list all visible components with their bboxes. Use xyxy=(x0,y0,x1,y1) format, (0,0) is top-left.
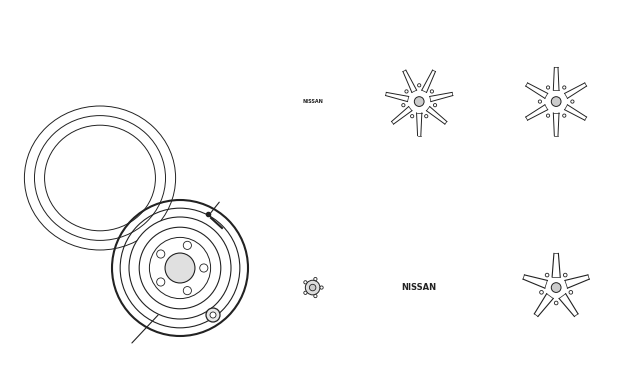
Circle shape xyxy=(540,291,543,294)
Text: 40312M: 40312M xyxy=(78,31,110,40)
Circle shape xyxy=(433,103,436,107)
Circle shape xyxy=(563,86,566,89)
Text: ALUM WHEEL: ALUM WHEEL xyxy=(372,7,426,16)
Circle shape xyxy=(309,284,316,291)
Circle shape xyxy=(417,84,421,87)
Text: (17 X 7.5): (17 X 7.5) xyxy=(265,204,319,213)
Circle shape xyxy=(546,277,566,298)
Ellipse shape xyxy=(317,73,332,89)
Text: NISSAN: NISSAN xyxy=(302,99,323,104)
Circle shape xyxy=(149,237,211,299)
Polygon shape xyxy=(392,107,412,124)
Circle shape xyxy=(300,275,326,301)
Text: 40312: 40312 xyxy=(81,21,108,30)
Circle shape xyxy=(304,291,307,294)
Ellipse shape xyxy=(294,114,308,130)
Text: NISSAN: NISSAN xyxy=(402,283,436,292)
Polygon shape xyxy=(426,107,447,124)
Circle shape xyxy=(165,253,195,283)
Circle shape xyxy=(410,115,414,118)
Circle shape xyxy=(430,90,433,93)
Circle shape xyxy=(516,61,596,142)
Circle shape xyxy=(206,308,220,322)
Polygon shape xyxy=(564,83,587,98)
Text: (18 X 8): (18 X 8) xyxy=(478,17,522,26)
Circle shape xyxy=(545,273,549,277)
Ellipse shape xyxy=(323,298,335,310)
Text: (5 SPOKE): (5 SPOKE) xyxy=(478,214,527,223)
Circle shape xyxy=(381,63,458,140)
Polygon shape xyxy=(564,105,587,120)
Circle shape xyxy=(405,90,408,93)
Circle shape xyxy=(183,241,191,250)
Circle shape xyxy=(379,61,460,142)
Polygon shape xyxy=(417,113,422,136)
Text: 40224: 40224 xyxy=(227,333,254,342)
Text: HALF COVER: HALF COVER xyxy=(372,194,426,203)
Circle shape xyxy=(516,247,596,328)
Circle shape xyxy=(522,67,591,136)
Circle shape xyxy=(397,265,442,310)
Circle shape xyxy=(569,291,573,294)
Polygon shape xyxy=(523,275,547,288)
Circle shape xyxy=(310,84,315,89)
Text: R433000W: R433000W xyxy=(589,355,632,364)
Ellipse shape xyxy=(291,298,302,310)
Circle shape xyxy=(323,92,328,97)
Text: 40300P: 40300P xyxy=(114,350,146,359)
Text: ALUM WHEEL: ALUM WHEEL xyxy=(478,7,532,16)
Circle shape xyxy=(304,281,307,284)
FancyBboxPatch shape xyxy=(399,281,439,294)
Text: STEEL WHEEL: STEEL WHEEL xyxy=(265,194,324,203)
Text: (17 X 7.5)(7 SPOKE): (17 X 7.5)(7 SPOKE) xyxy=(372,17,474,26)
Text: 40300M: 40300M xyxy=(540,346,572,355)
Polygon shape xyxy=(422,70,435,93)
Ellipse shape xyxy=(280,96,298,108)
Text: 40300: 40300 xyxy=(300,346,326,355)
Circle shape xyxy=(305,280,320,295)
Polygon shape xyxy=(525,105,548,120)
Circle shape xyxy=(424,115,428,118)
Circle shape xyxy=(314,294,317,298)
Circle shape xyxy=(281,256,344,319)
Circle shape xyxy=(522,253,591,322)
Circle shape xyxy=(272,247,353,328)
Ellipse shape xyxy=(317,114,332,130)
Circle shape xyxy=(402,103,405,107)
Ellipse shape xyxy=(323,265,335,277)
Circle shape xyxy=(571,100,574,103)
Ellipse shape xyxy=(291,265,302,277)
Circle shape xyxy=(545,90,568,113)
Circle shape xyxy=(275,250,351,326)
Polygon shape xyxy=(565,275,589,288)
Text: 40343: 40343 xyxy=(406,333,433,342)
Ellipse shape xyxy=(330,282,342,293)
Circle shape xyxy=(518,63,595,140)
Circle shape xyxy=(323,106,328,111)
Circle shape xyxy=(310,114,315,119)
Circle shape xyxy=(320,286,323,289)
Polygon shape xyxy=(429,92,453,102)
Circle shape xyxy=(551,283,561,292)
Polygon shape xyxy=(559,294,578,317)
Circle shape xyxy=(547,86,550,89)
Circle shape xyxy=(140,227,221,309)
Ellipse shape xyxy=(0,58,226,298)
Polygon shape xyxy=(385,92,409,102)
Circle shape xyxy=(157,250,165,258)
Circle shape xyxy=(392,260,447,315)
Circle shape xyxy=(408,90,431,113)
Text: 40311: 40311 xyxy=(223,187,250,196)
Text: 40315: 40315 xyxy=(300,160,326,169)
Text: (18 X 8): (18 X 8) xyxy=(478,204,522,213)
Polygon shape xyxy=(403,70,417,93)
Circle shape xyxy=(414,97,424,106)
Polygon shape xyxy=(552,253,560,277)
Circle shape xyxy=(547,114,550,117)
Circle shape xyxy=(314,278,317,281)
Text: WHEEL CAP: WHEEL CAP xyxy=(265,7,314,16)
Circle shape xyxy=(518,249,595,326)
Polygon shape xyxy=(554,67,559,90)
